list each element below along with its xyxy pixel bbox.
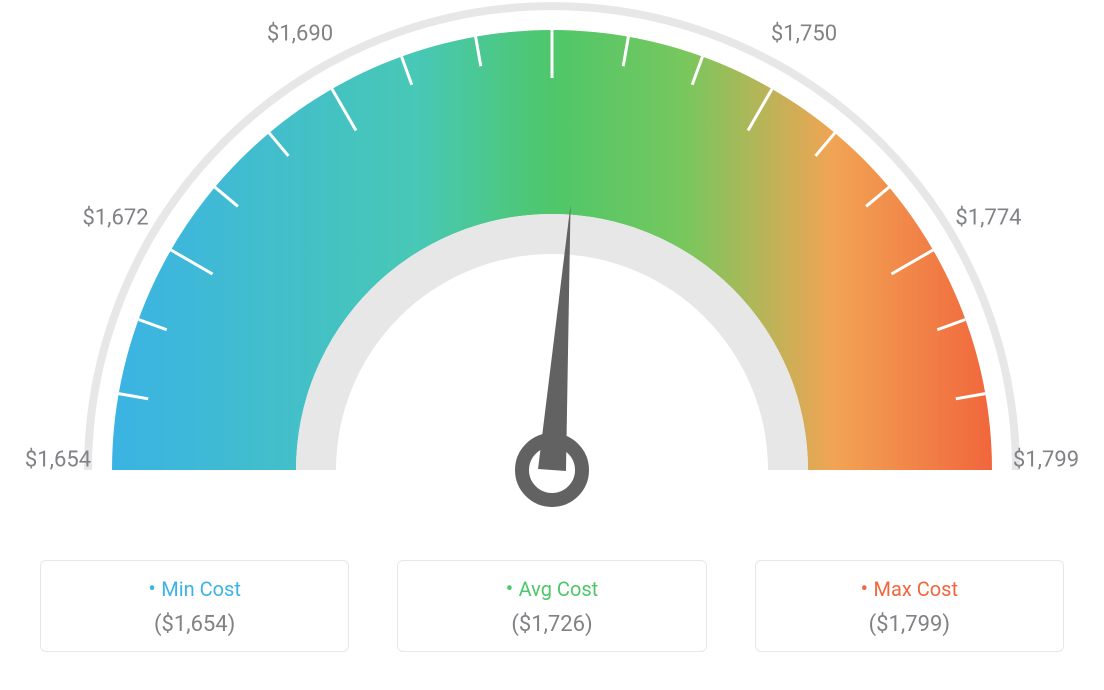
gauge-tick-label: $1,750 [771,21,837,46]
legend-max-value: ($1,799) [768,612,1051,637]
legend-max-label: Max Cost [768,577,1051,602]
gauge-tick-label: $1,799 [1013,448,1079,473]
legend-avg-value: ($1,726) [410,612,693,637]
gauge-tick-label: $1,690 [267,21,333,46]
legend-card-min: Min Cost ($1,654) [40,560,349,652]
legend-card-max: Max Cost ($1,799) [755,560,1064,652]
gauge-tick-label: $1,672 [82,206,148,231]
gauge-chart: $1,654$1,672$1,690$1,726$1,750$1,774$1,7… [0,0,1104,560]
gauge-tick-label: $1,774 [955,206,1021,231]
legend-min-value: ($1,654) [53,612,336,637]
legend-card-avg: Avg Cost ($1,726) [397,560,706,652]
legend-min-label: Min Cost [53,577,336,602]
legend-row: Min Cost ($1,654) Avg Cost ($1,726) Max … [0,560,1104,652]
legend-avg-label: Avg Cost [410,577,693,602]
gauge-tick-label: $1,654 [25,448,91,473]
